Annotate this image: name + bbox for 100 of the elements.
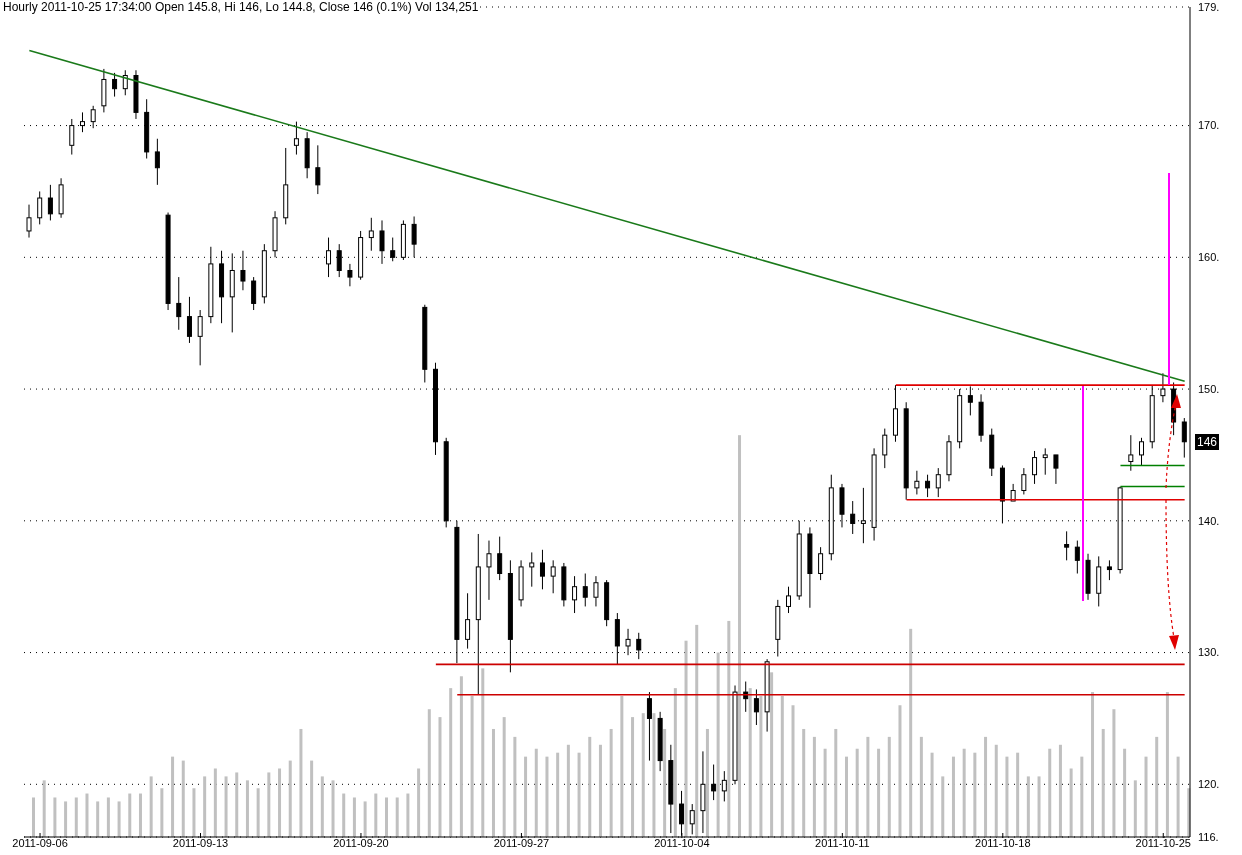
candlestick <box>850 500 856 535</box>
bar <box>577 752 581 837</box>
candlestick <box>465 592 471 650</box>
candlestick <box>935 467 941 498</box>
bar <box>117 801 121 837</box>
candlestick <box>786 586 792 614</box>
y-tick-label: 170. <box>1198 119 1220 132</box>
bar <box>930 752 934 837</box>
text: 146 <box>1195 433 1220 450</box>
y-tick-label: 160. <box>1198 251 1220 264</box>
candlestick <box>1042 447 1048 476</box>
candlestick <box>1053 454 1059 485</box>
candlestick <box>1106 559 1112 581</box>
candlestick <box>197 309 203 366</box>
bar <box>1144 756 1148 837</box>
bar <box>844 756 848 837</box>
bar <box>470 696 474 837</box>
candlestick <box>37 190 43 225</box>
bar <box>791 705 795 837</box>
bar <box>545 756 549 837</box>
bar <box>267 772 271 837</box>
bar <box>1101 728 1105 837</box>
bar <box>705 728 709 837</box>
bar <box>566 744 570 837</box>
bar <box>138 793 142 837</box>
candlestick <box>689 803 695 835</box>
bar <box>245 780 249 837</box>
candlestick <box>572 575 578 614</box>
bar <box>834 728 838 837</box>
candlestick <box>251 276 257 311</box>
bar <box>524 756 528 837</box>
bar <box>342 793 346 837</box>
chart-title: Hourly 2011-10-25 17:34:00 Open 145.8, Hi 146, Lo 144.8, Close 146 (0.1%) Vol 134,251 <box>3 0 479 14</box>
bar <box>748 688 752 837</box>
bar <box>1112 709 1116 837</box>
bar <box>288 760 292 837</box>
bar <box>684 640 688 837</box>
bar <box>780 696 784 837</box>
bar <box>395 797 399 837</box>
bar <box>855 748 859 837</box>
candlestick <box>753 688 759 726</box>
y-tick-label: 179. <box>1198 0 1220 13</box>
bar <box>1176 756 1180 837</box>
bar <box>1016 752 1020 837</box>
candlestick <box>882 428 888 469</box>
bar <box>192 788 196 837</box>
candlestick <box>550 559 556 594</box>
bar <box>727 620 731 837</box>
candlestick <box>368 217 374 252</box>
bar <box>278 768 282 837</box>
bar <box>877 748 881 837</box>
bar <box>695 624 699 837</box>
bar <box>32 797 35 837</box>
candlestick <box>914 470 920 495</box>
bar <box>181 760 185 837</box>
bar <box>352 797 356 837</box>
bar <box>620 696 624 837</box>
bar <box>128 793 132 837</box>
bar <box>609 728 613 837</box>
x-tick-label: 2011-09-20 <box>333 837 389 849</box>
candlestick <box>154 138 160 186</box>
candlestick <box>347 263 353 287</box>
bar <box>310 760 314 837</box>
bar <box>652 713 656 837</box>
bar <box>459 676 463 837</box>
bar <box>74 797 78 837</box>
bar <box>374 793 378 837</box>
bar <box>984 736 988 837</box>
candlestick <box>69 118 75 156</box>
bar <box>96 801 100 837</box>
bar <box>427 709 431 837</box>
bar <box>385 797 389 837</box>
bar <box>663 728 667 837</box>
x-tick-label: 2011-09-13 <box>172 837 229 849</box>
bar <box>481 668 485 837</box>
candlestick <box>315 144 321 195</box>
candlestick <box>26 204 32 239</box>
bar <box>1091 692 1095 837</box>
bar <box>331 780 335 837</box>
candlestick <box>486 540 492 601</box>
candlestick <box>47 184 53 221</box>
bar <box>812 736 816 837</box>
bar <box>759 696 763 837</box>
bar <box>160 788 164 837</box>
bar <box>449 688 453 837</box>
candlestick <box>1064 530 1070 561</box>
y-tick-label: 120. <box>1198 778 1220 791</box>
bar <box>85 793 89 837</box>
bar <box>738 435 742 837</box>
bar <box>1037 776 1041 837</box>
bar <box>598 744 602 837</box>
bar <box>235 772 239 837</box>
bar <box>673 688 677 837</box>
candlestick <box>176 276 182 331</box>
bar <box>1080 756 1084 837</box>
candlestick <box>529 551 535 588</box>
bar <box>213 768 217 837</box>
bar <box>941 776 945 837</box>
bar <box>898 705 902 837</box>
y-tick-label: 130. <box>1198 646 1220 659</box>
